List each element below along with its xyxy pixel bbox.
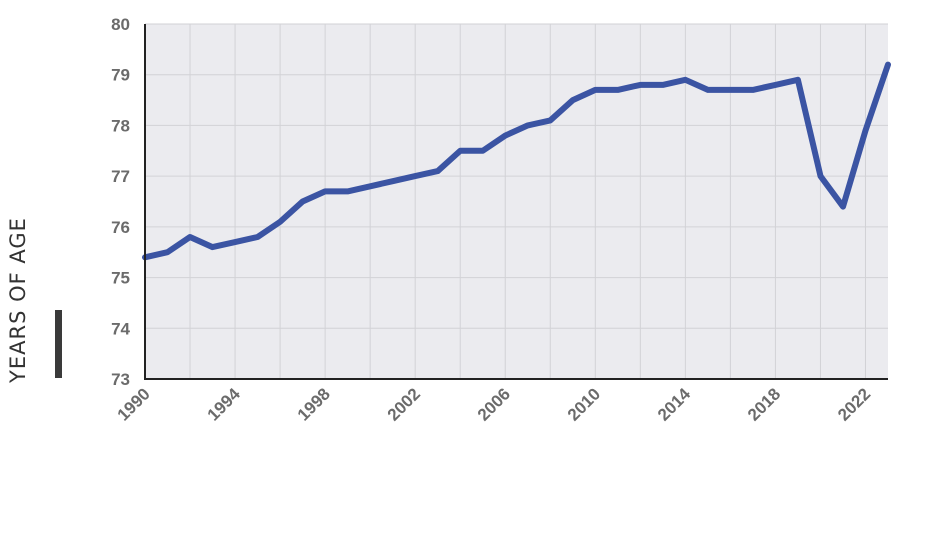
data-point <box>301 200 305 203</box>
x-tick-label: 2014 <box>654 384 695 425</box>
data-point <box>346 189 350 193</box>
x-tick-label: 1990 <box>114 384 154 424</box>
data-point <box>728 88 732 92</box>
x-tick-label: 2022 <box>834 384 874 424</box>
plot-background <box>145 24 888 379</box>
data-point <box>773 83 777 87</box>
y-axis-label: YEARS OF AGE <box>6 217 30 384</box>
y-tick-label: 74 <box>111 319 130 338</box>
x-tick-label: 2018 <box>744 384 784 424</box>
data-point <box>211 245 215 249</box>
x-tick-label: 2010 <box>564 384 604 424</box>
data-point <box>188 235 192 239</box>
data-point <box>886 63 890 67</box>
data-point <box>436 169 440 173</box>
series-line <box>142 61 891 261</box>
data-point <box>526 123 530 127</box>
y-tick-label: 77 <box>111 167 130 186</box>
data-point <box>638 83 642 87</box>
y-tick-label: 73 <box>111 370 130 389</box>
data-point <box>323 189 327 193</box>
y-tick-label: 80 <box>111 15 130 34</box>
data-point <box>166 250 170 254</box>
data-point <box>571 98 575 102</box>
data-point <box>751 88 755 92</box>
data-point <box>413 174 417 178</box>
data-point <box>593 88 597 92</box>
data-point <box>481 149 485 153</box>
x-tick-label: 1998 <box>294 384 334 424</box>
data-point <box>548 118 552 122</box>
data-point <box>458 149 462 153</box>
data-point <box>661 83 665 87</box>
data-point <box>233 240 237 244</box>
data-point <box>503 134 507 138</box>
data-point <box>368 184 372 188</box>
y-tick-label: 75 <box>111 269 130 288</box>
data-point <box>863 129 867 132</box>
series-group <box>142 61 891 261</box>
data-point <box>841 205 845 209</box>
y-tick-label: 78 <box>111 116 130 135</box>
data-point <box>278 220 282 224</box>
data-point <box>616 88 620 92</box>
data-point <box>391 179 395 183</box>
data-point <box>796 78 800 82</box>
x-tick-label: 1994 <box>204 384 245 425</box>
y-tick-label: 79 <box>111 66 130 85</box>
y-axis-ticks: 73 74 75 76 77 78 79 80 <box>111 15 130 389</box>
y-tick-label: 76 <box>111 218 130 237</box>
data-point <box>683 78 687 82</box>
x-tick-label: 2006 <box>474 384 514 424</box>
data-point <box>818 174 822 178</box>
x-tick-label: 2002 <box>384 384 424 424</box>
x-axis-ticks: 1990 1994 1998 2002 2006 2010 2014 2018 2022 <box>114 384 875 425</box>
data-point <box>256 235 260 239</box>
y-axis-label-bar <box>55 310 62 378</box>
data-point <box>706 88 710 92</box>
